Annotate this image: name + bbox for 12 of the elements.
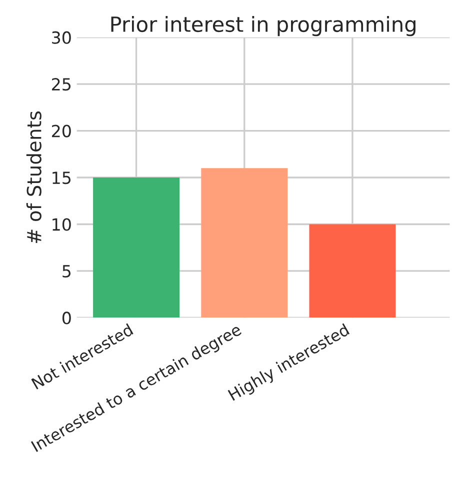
chart-title: Prior interest in programming xyxy=(111,16,416,36)
y-tick-label: 15 xyxy=(52,172,71,184)
y-tick-label: 10 xyxy=(52,218,71,231)
y-tick-label: 30 xyxy=(52,31,71,44)
bar xyxy=(309,224,396,318)
y-tick-label: 0 xyxy=(62,312,71,324)
bar xyxy=(93,178,180,318)
y-axis-title: # of Students xyxy=(26,111,42,244)
bar xyxy=(201,168,288,318)
y-tick-label: 20 xyxy=(52,124,71,138)
y-tick-label: 25 xyxy=(52,78,71,91)
y-tick-label: 5 xyxy=(62,265,71,278)
